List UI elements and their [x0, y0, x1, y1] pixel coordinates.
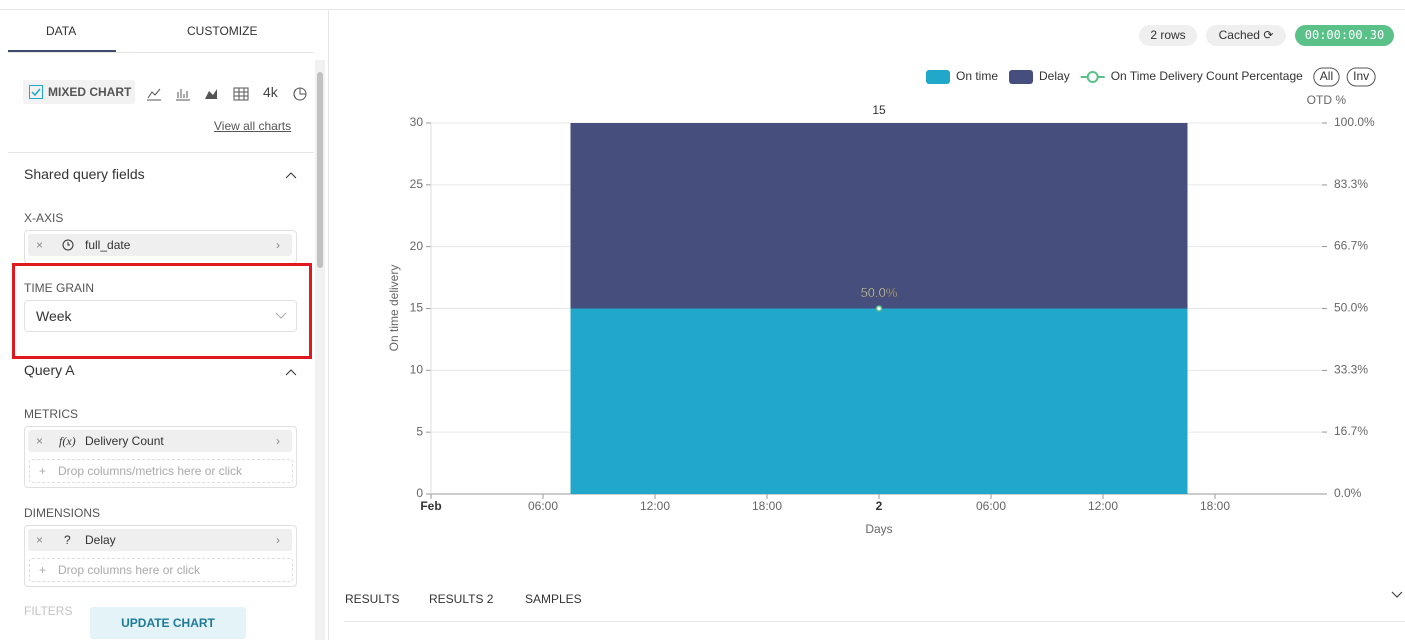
divider	[344, 621, 1405, 622]
drop-text: Drop columns/metrics here or click	[58, 464, 243, 478]
dimension-name: Delay	[85, 533, 116, 547]
select-value: Week	[36, 308, 72, 324]
chevron-up[interactable]	[285, 367, 297, 377]
bar	[570, 308, 1188, 494]
chart-type: MIXED CHART	[48, 85, 132, 99]
y2-tick-label: 16.7%	[1334, 424, 1368, 438]
sidebar: DATA CUSTOMIZE MIXED CHART 4k View all c…	[8, 10, 329, 640]
scrollbar	[315, 60, 325, 640]
chart-type-chip[interactable]: MIXED CHART	[23, 80, 135, 104]
tab[interactable]: DATA	[46, 24, 77, 38]
x-tick-label: 12:00	[640, 499, 670, 513]
y-tick-label: 5	[416, 424, 423, 438]
dimension-chip[interactable]: × ? Delay ›	[28, 529, 292, 551]
y2-axis-title: OTD %	[1307, 93, 1347, 107]
y-tick-label: 25	[410, 177, 424, 191]
legend-swatch	[1009, 70, 1034, 84]
section-title[interactable]: Query A	[24, 362, 75, 378]
metric-chip[interactable]: × f(x) Delivery Count ›	[28, 430, 292, 452]
field-label: METRICS	[24, 407, 78, 421]
x-tick-label: 06:00	[976, 499, 1006, 513]
result-tab[interactable]: SAMPLES	[525, 592, 582, 606]
legend-label[interactable]: On time	[956, 69, 998, 83]
cache-pill[interactable]: Cached ⟳	[1206, 25, 1286, 46]
field-label: DIMENSIONS	[24, 506, 101, 520]
y2-tick-label: 66.7%	[1334, 239, 1368, 253]
y2-tick-label: 0.0%	[1334, 486, 1362, 500]
update-button[interactable]: UPDATE CHART	[90, 607, 246, 639]
metric-name: Delivery Count	[85, 434, 164, 448]
y-axis-title: On time delivery	[387, 265, 401, 352]
chart-icon-label[interactable]: 4k	[263, 84, 278, 100]
legend-label[interactable]: On Time Delivery Count Percentage	[1111, 69, 1303, 83]
x-axis-title: Days	[865, 522, 892, 536]
tab-underline	[8, 50, 116, 52]
result-tab[interactable]: RESULTS	[345, 592, 400, 606]
legend-toggle-border	[1313, 67, 1340, 87]
y-tick-label: 10	[410, 363, 424, 377]
chevron-up[interactable]	[285, 170, 297, 180]
select[interactable]: Week	[24, 300, 297, 332]
y2-tick-label: 83.3%	[1334, 177, 1368, 191]
scroll-thumb[interactable]	[317, 72, 323, 268]
cache-text: Cached	[1218, 28, 1260, 42]
line-point	[875, 305, 883, 312]
drop-zone[interactable]: + Drop columns here or click	[29, 558, 293, 582]
y-tick-label: 0	[416, 486, 423, 500]
result-tab[interactable]: RESULTS 2	[429, 592, 494, 606]
top-border	[0, 9, 1405, 10]
chart-icons	[147, 87, 296, 101]
fx-icon: f(x)	[59, 434, 76, 448]
legend-toggle[interactable]: All	[1320, 69, 1333, 83]
drop-zone[interactable]: + Drop columns/metrics here or click	[29, 459, 293, 483]
x-tick-label: 18:00	[752, 499, 782, 513]
x-tick-label: 18:00	[1200, 499, 1230, 513]
chart: 0 5 10 15 20 25 30 0.0% 16.7% 33.3% 50.0% 66.7% 83.3…	[387, 67, 1376, 536]
field-name: full_date	[85, 238, 131, 252]
pie-icon	[293, 87, 307, 101]
legend-swatch	[926, 70, 950, 84]
bar	[570, 123, 1188, 309]
x-tick-label: Feb	[420, 499, 441, 513]
tab[interactable]: CUSTOMIZE	[187, 24, 258, 38]
field-chip[interactable]: × full_date ›	[28, 234, 292, 256]
y-tick-label: 15	[410, 301, 424, 315]
drop-text: Drop columns here or click	[58, 563, 201, 577]
rows-pill: 2 rows	[1139, 25, 1197, 46]
x-tick-label: 2	[876, 499, 883, 513]
field-label: TIME GRAIN	[24, 281, 95, 295]
timer-pill: 00:00:00.30	[1295, 25, 1394, 46]
x-tick-label: 12:00	[1088, 499, 1118, 513]
y2-tick-label: 50.0%	[1334, 301, 1368, 315]
view-all-link[interactable]: View all charts	[214, 119, 292, 133]
type-icon: ?	[64, 533, 71, 547]
divider	[8, 52, 314, 53]
clock-icon	[62, 239, 74, 251]
field-label: X-AXIS	[24, 211, 64, 225]
field-label: FILTERS	[24, 604, 73, 618]
y2-tick-label: 100.0%	[1334, 115, 1375, 129]
legend-swatch	[1086, 71, 1099, 83]
data-label: 15	[872, 103, 886, 117]
section-title[interactable]: Shared query fields	[24, 166, 145, 182]
legend-toggle[interactable]: Inv	[1353, 69, 1369, 83]
chevron-down	[275, 312, 287, 319]
legend-label[interactable]: Delay	[1039, 69, 1070, 83]
y-tick-label: 30	[410, 115, 424, 129]
y-tick-label: 20	[410, 239, 424, 253]
data-label: 50.0%	[861, 285, 898, 300]
x-tick-label: 06:00	[528, 499, 558, 513]
chevron-down[interactable]	[1391, 590, 1403, 600]
divider	[8, 152, 314, 153]
check-icon	[29, 85, 43, 99]
legend-toggle-border	[1346, 67, 1376, 87]
highlight-box	[12, 263, 312, 359]
y2-tick-label: 33.3%	[1334, 363, 1368, 377]
